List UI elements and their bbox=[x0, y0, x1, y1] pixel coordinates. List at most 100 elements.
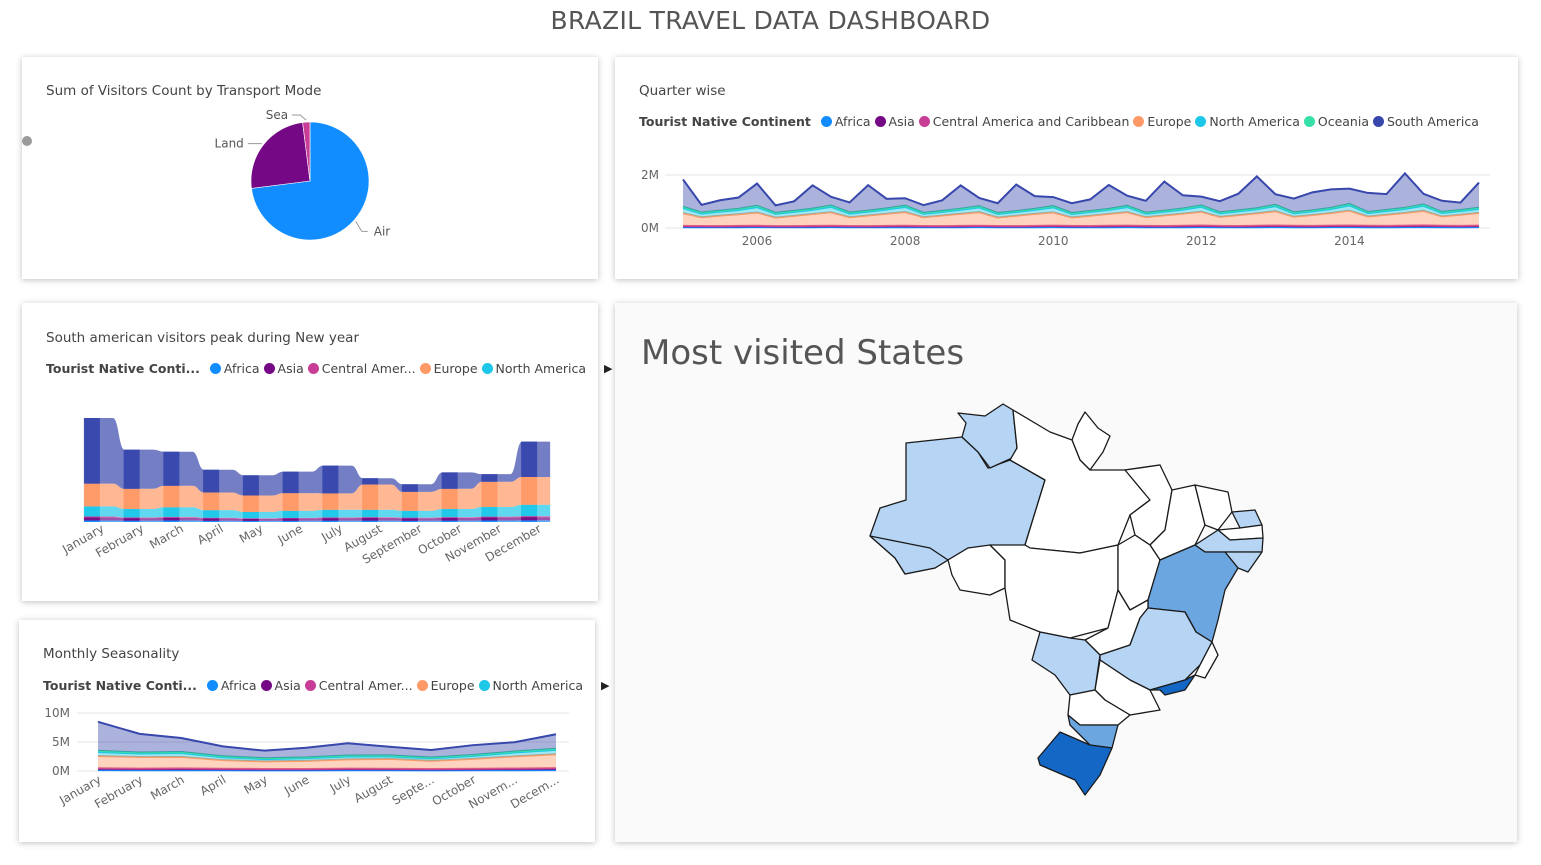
monthly-card[interactable]: Monthly Seasonality Tourist Native Conti… bbox=[19, 620, 610, 842]
quarter-area-chart[interactable]: 0M 2M 2006 2008 2010 2012 2014 bbox=[615, 57, 1518, 279]
area-line-south-america[interactable] bbox=[97, 720, 557, 752]
ribbon-bar-south-america[interactable] bbox=[481, 474, 498, 482]
ribbon-bar-africa[interactable] bbox=[362, 520, 379, 522]
legend-item-europe[interactable]: Europe bbox=[1133, 114, 1191, 129]
ribbon-bar-asia[interactable] bbox=[282, 518, 299, 521]
ribbon-bar-asia[interactable] bbox=[481, 517, 498, 521]
ribbon-north-america[interactable] bbox=[84, 504, 551, 519]
ribbon-bar-asia[interactable] bbox=[362, 517, 379, 521]
ribbon-bar-central-america-and-caribbean[interactable] bbox=[203, 517, 220, 519]
ribbon-bar-europe[interactable] bbox=[481, 481, 498, 507]
ribbon-bar-central-america-and-caribbean[interactable] bbox=[242, 518, 259, 519]
ribbon-bar-south-america[interactable] bbox=[322, 465, 339, 494]
ribbon-bar-central-america-and-caribbean[interactable] bbox=[441, 517, 458, 518]
ribbon-bar-south-america[interactable] bbox=[242, 475, 259, 496]
ribbon-bar-central-america-and-caribbean[interactable] bbox=[83, 516, 100, 518]
map-state-espirito-santo[interactable] bbox=[1194, 641, 1219, 679]
ribbon-bar-south-america[interactable] bbox=[282, 471, 299, 494]
ribbon-europe[interactable] bbox=[84, 476, 551, 512]
ribbon-bar-africa[interactable] bbox=[441, 520, 458, 522]
legend-item-europe[interactable]: Europe bbox=[416, 678, 475, 693]
map-state-mato-grosso[interactable] bbox=[989, 544, 1119, 639]
ribbon-bar-asia[interactable] bbox=[441, 517, 458, 521]
area-line-oceania[interactable] bbox=[682, 202, 1480, 215]
ribbon-bar-central-america-and-caribbean[interactable] bbox=[322, 517, 339, 519]
ribbon-bar-central-america-and-caribbean[interactable] bbox=[521, 516, 538, 518]
ribbon-bar-north-america[interactable] bbox=[163, 507, 180, 517]
legend-item-asia[interactable]: Asia bbox=[263, 361, 304, 376]
ribbon-bar-europe[interactable] bbox=[282, 493, 299, 511]
ribbon-bar-north-america[interactable] bbox=[362, 509, 379, 518]
ribbon-bar-central-america-and-caribbean[interactable] bbox=[401, 517, 418, 519]
ribbon-bar-europe[interactable] bbox=[401, 491, 418, 511]
ribbon-bar-north-america[interactable] bbox=[521, 504, 538, 517]
ribbon-bar-africa[interactable] bbox=[203, 520, 220, 522]
legend-item-central-amer[interactable]: Central Amer... bbox=[307, 361, 416, 376]
ribbon-bar-europe[interactable] bbox=[441, 488, 458, 509]
pie-card[interactable]: Sum of Visitors Count by Transport Mode … bbox=[22, 57, 598, 279]
area-band-europe[interactable] bbox=[98, 754, 556, 769]
ribbon-bar-south-america[interactable] bbox=[163, 451, 180, 486]
ribbon-bar-south-america[interactable] bbox=[123, 449, 140, 489]
ribbon-bar-central-america-and-caribbean[interactable] bbox=[123, 517, 140, 519]
collapse-dot-icon[interactable] bbox=[22, 136, 32, 146]
map-state-ceara[interactable] bbox=[1194, 484, 1233, 531]
ribbon-bar-europe[interactable] bbox=[123, 488, 140, 509]
ribbon-bar-africa[interactable] bbox=[282, 520, 299, 522]
legend-item-africa[interactable]: Africa bbox=[209, 361, 260, 376]
ribbon-bar-north-america[interactable] bbox=[401, 510, 418, 518]
ribbon-bar-south-america[interactable] bbox=[521, 441, 538, 477]
ribbon-bar-south-america[interactable] bbox=[203, 469, 220, 493]
ribbon-bar-asia[interactable] bbox=[401, 518, 418, 521]
ribbon-bar-africa[interactable] bbox=[401, 520, 418, 522]
map-state-rio-de-janeiro[interactable] bbox=[1149, 674, 1196, 696]
ribbon-bar-europe[interactable] bbox=[322, 493, 339, 510]
area-band-south-america[interactable] bbox=[683, 173, 1479, 214]
ribbon-bar-south-america[interactable] bbox=[362, 478, 379, 485]
ribbon-bar-north-america[interactable] bbox=[123, 509, 140, 518]
legend-item-central-amer[interactable]: Central Amer... bbox=[304, 678, 413, 693]
ribbon-card[interactable]: South american visitors peak during New … bbox=[22, 303, 613, 601]
quarter-legend[interactable]: Tourist Native Continent Africa Asia Centra… bbox=[639, 114, 1483, 129]
map-card[interactable]: Most visited States bbox=[615, 303, 1517, 842]
legend-item-asia[interactable]: Asia bbox=[874, 114, 915, 129]
ribbon-south-america[interactable] bbox=[84, 418, 551, 496]
ribbon-bar-north-america[interactable] bbox=[83, 506, 100, 517]
ribbon-bar-europe[interactable] bbox=[83, 483, 100, 507]
map-state-rio-grande-do-sul[interactable] bbox=[1037, 731, 1113, 796]
ribbon-bar-north-america[interactable] bbox=[441, 509, 458, 518]
ribbon-bar-europe[interactable] bbox=[203, 492, 220, 511]
ribbon-bar-central-america-and-caribbean[interactable] bbox=[282, 517, 299, 519]
legend-next-arrow-icon[interactable]: ▶ bbox=[604, 362, 613, 375]
legend-item-central-america-and-caribbean[interactable]: Central America and Caribbean bbox=[918, 114, 1129, 129]
area-line-oceania[interactable] bbox=[97, 747, 557, 760]
legend-next-arrow-icon[interactable]: ▶ bbox=[601, 679, 610, 692]
area-line-europe[interactable] bbox=[682, 209, 1480, 219]
ribbon-bar-africa[interactable] bbox=[83, 520, 100, 522]
legend-item-south-america[interactable]: South America bbox=[1372, 114, 1479, 129]
ribbon-bar-africa[interactable] bbox=[123, 520, 140, 522]
ribbon-bar-europe[interactable] bbox=[521, 476, 538, 505]
ribbon-bar-central-america-and-caribbean[interactable] bbox=[481, 516, 498, 518]
ribbon-bar-africa[interactable] bbox=[242, 520, 259, 522]
ribbon-bar-africa[interactable] bbox=[481, 520, 498, 522]
legend-item-north-america[interactable]: North America bbox=[478, 678, 583, 693]
ribbon-bar-europe[interactable] bbox=[163, 485, 180, 508]
legend-item-africa[interactable]: Africa bbox=[206, 678, 257, 693]
ribbon-bar-africa[interactable] bbox=[322, 520, 339, 522]
quarter-card[interactable]: Quarter wise Tourist Native Continent Afr… bbox=[615, 57, 1518, 279]
ribbon-bar-north-america[interactable] bbox=[203, 510, 220, 518]
ribbon-bar-north-america[interactable] bbox=[322, 509, 339, 518]
ribbon-bar-asia[interactable] bbox=[123, 518, 140, 521]
ribbon-bar-asia[interactable] bbox=[83, 517, 100, 521]
ribbon-bar-europe[interactable] bbox=[362, 484, 379, 510]
ribbon-africa[interactable] bbox=[84, 520, 551, 522]
legend-item-north-america[interactable]: North America bbox=[481, 361, 586, 376]
area-line-europe[interactable] bbox=[97, 753, 557, 763]
ribbon-bar-asia[interactable] bbox=[242, 518, 259, 521]
ribbon-bar-asia[interactable] bbox=[203, 518, 220, 521]
ribbon-bar-asia[interactable] bbox=[163, 517, 180, 521]
ribbon-asia[interactable] bbox=[84, 517, 551, 521]
